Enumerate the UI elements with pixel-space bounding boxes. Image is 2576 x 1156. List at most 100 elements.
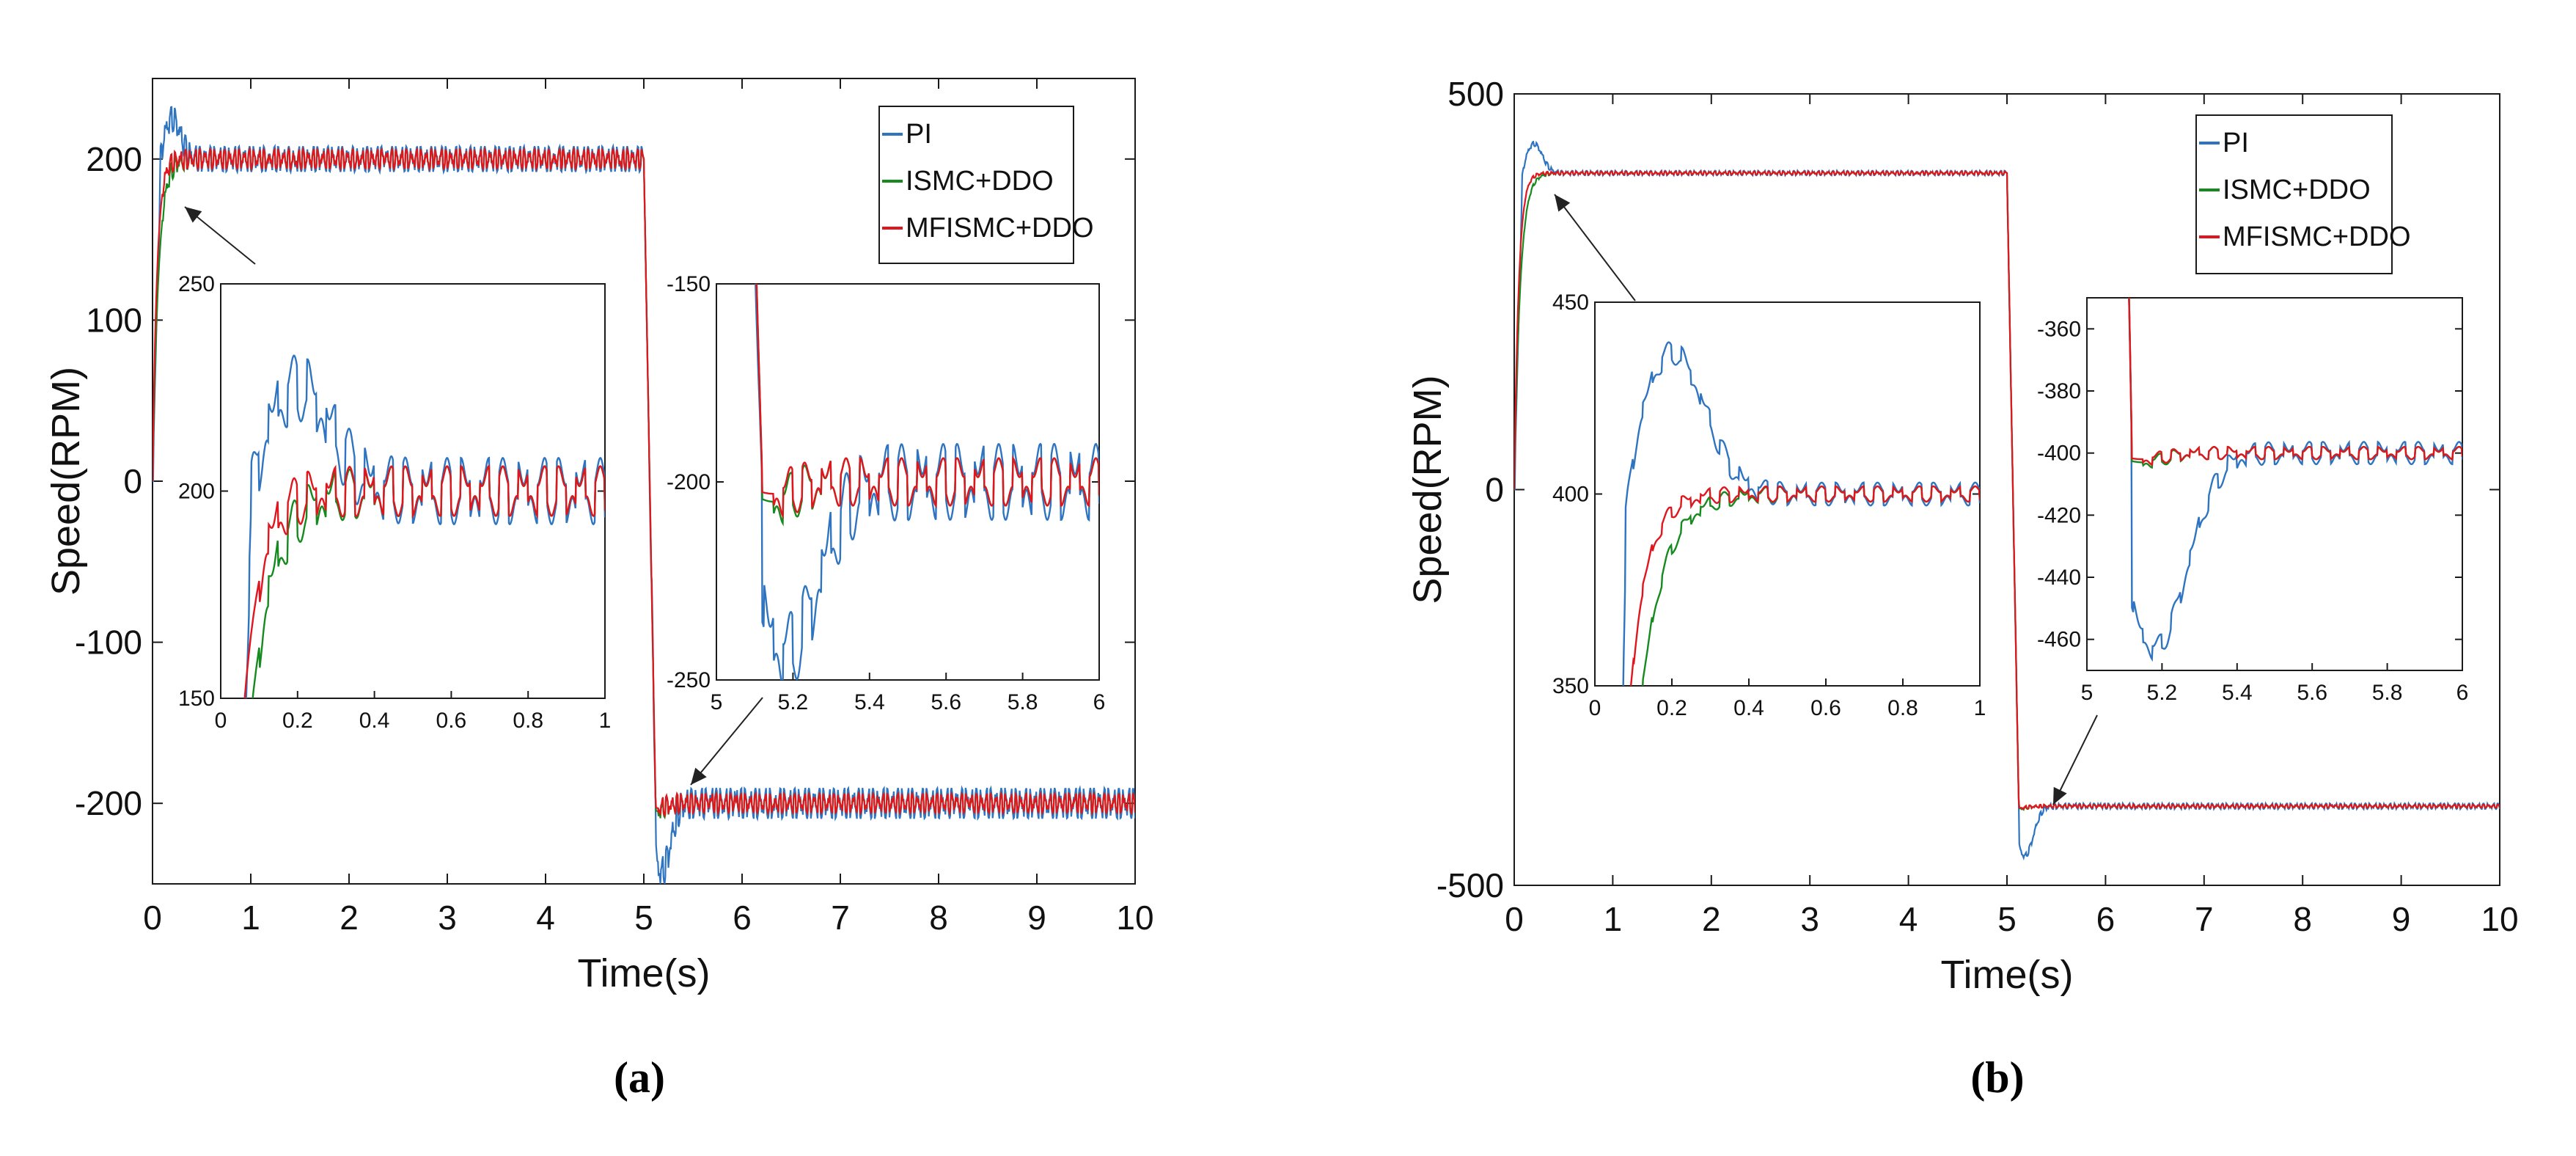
panel-b-inset-reversal-ytick-label: -400 [2037, 442, 2081, 466]
panel-b-zoom-arrowhead [1555, 194, 1571, 212]
panel-a-inset-reversal-series-group [755, 284, 1099, 680]
panel-b-inset-reversal-xtick-label: 6 [2456, 681, 2469, 705]
panel-b-zoom-arrowhead [2053, 786, 2067, 805]
panel-a-inset-startup-series-pi [245, 354, 605, 698]
panel-b-inset-startup-xtick-label: 0.2 [1656, 696, 1687, 720]
panel-b-inset-reversal-ytick-label: -440 [2037, 566, 2081, 590]
panel-b-legend-box [2195, 114, 2393, 274]
panel-a-inset-startup-ytick-label: 200 [178, 480, 215, 504]
panel-a-inset-reversal-xtick-label: 6 [1093, 690, 1106, 714]
panel-a-ylabel: Speed(RPM) [44, 367, 88, 596]
panel-a-inset-startup-xtick-label: 0 [215, 709, 227, 733]
panel-a-ytick-label: -200 [75, 784, 142, 822]
panel-a-inset-reversal-xtick-label: 5 [711, 690, 723, 714]
panel-a-legend-label: PI [906, 119, 932, 150]
panel-b-inset-reversal-box [2086, 297, 2463, 671]
panel-b-inset-startup-xtick-label: 0.4 [1733, 696, 1764, 720]
panel-b-xtick-label: 2 [1702, 900, 1721, 938]
panel-b-series-group [1514, 140, 2500, 861]
panel-b-ylabel: Speed(RPM) [1406, 375, 1450, 604]
panel-b-xtick-label: 5 [1997, 900, 2017, 938]
panel-a-inset-reversal-series-pi [755, 284, 1099, 680]
panel-b-zoom-arrow [2052, 714, 2098, 805]
panel-b-inset-startup-ytick-label: 400 [1552, 483, 1589, 507]
panel-a-xlabel: Time(s) [578, 951, 711, 995]
panel-b-xtick-label: 7 [2195, 900, 2214, 938]
panel-a-zoom-arrowhead [185, 207, 202, 223]
panel-b-inset-reversal-ytick-label: -380 [2037, 379, 2081, 403]
panel-b-xtick-label: 0 [1505, 900, 1524, 938]
panel-a-xtick-label: 7 [831, 899, 850, 937]
panel-a-inset-startup-ytick-label: 150 [178, 687, 215, 711]
panel-b-legend-label: MFISMC+DDO [2223, 222, 2411, 252]
panel-b-ytick-label: -500 [1436, 866, 1504, 904]
panel-b-xlabel: Time(s) [1941, 953, 2074, 997]
panel-a-inset-startup-xtick-label: 0.4 [359, 709, 390, 733]
panel-b-inset-startup-xtick-label: 0.8 [1887, 696, 1918, 720]
panel-b-inset-reversal-ytick-label: -420 [2037, 503, 2081, 527]
panel-a-ytick-label: 0 [123, 462, 142, 500]
panel-b-xtick-label: 1 [1604, 900, 1623, 938]
panel-a-xtick-label: 9 [1027, 899, 1046, 937]
panel-a-series-group [153, 106, 1135, 884]
panel-a-inset-startup-xtick-label: 1 [599, 709, 612, 733]
panel-a-inset-startup-series-mfismc-ddo [243, 464, 605, 698]
panel-a-inset-startup-xtick-label: 0.2 [282, 709, 313, 733]
panel-b-ytick-label: 500 [1447, 75, 1504, 113]
panel-a-xtick-label: 0 [143, 899, 162, 937]
panel-b-inset-startup-series-pi [1622, 341, 1980, 686]
panel-b-inset-reversal-xtick-label: 5 [2081, 681, 2094, 705]
panel-b-inset-reversal-ytick-label: -360 [2037, 317, 2081, 341]
panel-a-ytick-label: 100 [86, 301, 142, 339]
panel-b-inset-reversal-ytick-label: -460 [2037, 628, 2081, 652]
panel-b-xtick-label: 8 [2293, 900, 2312, 938]
panel-a-inset-reversal-xtick-label: 5.6 [931, 690, 961, 714]
panel-a-legend-label: MFISMC+DDO [906, 213, 1094, 244]
panel-a-inset-reversal-xtick-label: 5.2 [778, 690, 809, 714]
panel-b-inset-startup-xtick-label: 1 [1974, 696, 1986, 720]
panel-b-inset-reversal-xtick-label: 5.2 [2147, 681, 2178, 705]
panel-a: 0 1 2 3 4 5 6 7 8 9 10-200-1000100200Time(s)Speed(… [44, 78, 1154, 995]
panel-a-xtick-label: 5 [634, 899, 653, 937]
panel-a-inset-reversal-ytick-label: -150 [667, 272, 711, 296]
panel-a-xtick-label: 3 [438, 899, 457, 937]
panel-b-inset-reversal-xtick-label: 5.6 [2297, 681, 2327, 705]
panel-a-xtick-label: 6 [733, 899, 752, 937]
panel-a-zoom-arrow [690, 697, 763, 786]
panel-b-xtick-label: 4 [1899, 900, 1918, 938]
panel-a-ytick-label: 200 [86, 140, 142, 178]
panel-a-inset-reversal-xtick-label: 5.8 [1008, 690, 1038, 714]
panel-b-inset-reversal-series-mfismc-ddo [2128, 298, 2462, 467]
panel-a-series-mfismc-ddo [153, 146, 1135, 819]
panel-b-inset-startup-xtick-label: 0 [1589, 696, 1601, 720]
panel-b-inset-startup-ytick-label: 450 [1552, 290, 1589, 315]
panel-b-inset-startup-ytick-label: 350 [1552, 674, 1589, 698]
panel-a-xtick-label: 8 [929, 899, 948, 937]
panel-b-zoom-arrow [1554, 194, 1636, 301]
panel-b-legend-label: ISMC+DDO [2223, 175, 2371, 205]
panel-b-inset-startup-series-group [1622, 341, 1980, 686]
panel-a-zoom-arrowhead [691, 767, 707, 785]
panel-b-legend-label: PI [2223, 128, 2249, 158]
panel-a-inset-startup-series-group [243, 354, 605, 698]
panel-a-xtick-label: 1 [241, 899, 260, 937]
panel-b-xtick-label: 9 [2392, 900, 2411, 938]
panel-a-xtick-label: 10 [1116, 899, 1153, 937]
panel-a-inset-startup-ytick-label: 250 [178, 272, 215, 296]
panel-b-caption: (b) [1970, 1053, 2024, 1102]
panel-b-ytick-label: 0 [1485, 471, 1504, 509]
panel-b-xtick-label: 10 [2481, 900, 2518, 938]
panel-a-legend-label: ISMC+DDO [906, 166, 1054, 197]
panel-a-xtick-label: 2 [340, 899, 359, 937]
panel-a-legend-box [878, 106, 1074, 264]
panel-b-inset-reversal-xtick-label: 5.8 [2372, 681, 2403, 705]
panel-b-series-mfismc-ddo [1514, 169, 2500, 811]
panel-b-xtick-label: 6 [2096, 900, 2116, 938]
panel-a-xtick-label: 4 [536, 899, 555, 937]
panel-a-inset-startup-xtick-label: 0.8 [513, 709, 543, 733]
panel-a-inset-reversal-ytick-label: -200 [667, 470, 711, 494]
panel-a-caption: (a) [614, 1053, 665, 1102]
panel-b-inset-reversal-series-pi [2128, 298, 2462, 662]
